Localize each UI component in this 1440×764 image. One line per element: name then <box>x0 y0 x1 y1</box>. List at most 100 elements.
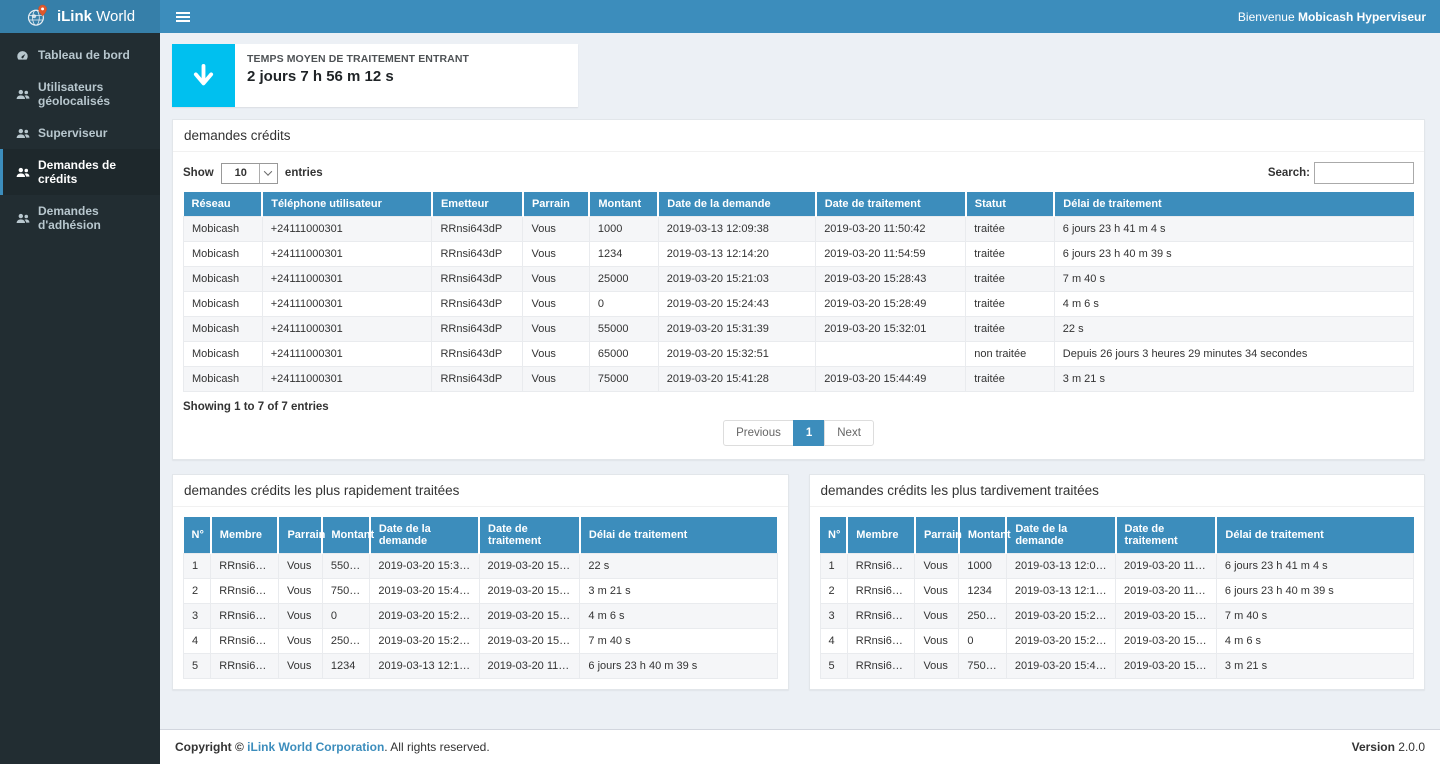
table-cell: RRnsi643dP <box>432 292 523 317</box>
user-welcome[interactable]: Bienvenue Mobicash Hyperviseur <box>1238 10 1426 24</box>
table-cell: 3 <box>184 604 211 629</box>
table-cell: +24111000301 <box>262 367 432 392</box>
column-header[interactable]: N° <box>820 517 847 554</box>
sidebar-item-label: Tableau de bord <box>38 48 130 62</box>
brand-text: iLink World <box>57 8 135 25</box>
table-cell: 75000 <box>589 367 658 392</box>
table-cell: 2019-03-20 15:44:49 <box>816 367 966 392</box>
sidebar: Tableau de bord Utilisateurs géolocalisés… <box>0 33 160 764</box>
column-header[interactable]: Délai de traitement <box>580 517 777 554</box>
credits-table-header-row: RéseauTéléphone utilisateurEmetteurParra… <box>184 192 1414 217</box>
table-cell: 75000 <box>959 654 1006 679</box>
table-row: 3RRnsi643dPVous02019-03-20 15:24:432019-… <box>184 604 778 629</box>
table-cell: Mobicash <box>184 217 263 242</box>
fastest-table-header-row: N°MembreParrainMontantDate de la demande… <box>184 517 778 554</box>
sidebar-item-label: Utilisateurs géolocalisés <box>38 80 150 108</box>
column-header[interactable]: Emetteur <box>432 192 523 217</box>
sidebar-item-utilisateurs-geolocalises[interactable]: Utilisateurs géolocalisés <box>0 71 160 117</box>
table-cell: 0 <box>322 604 369 629</box>
table-cell: 2019-03-20 15:28:49 <box>479 604 580 629</box>
users-icon <box>15 89 30 100</box>
fastest-credits-panel: demandes crédits les plus rapidement tra… <box>172 474 789 690</box>
table-cell: 2 <box>184 579 211 604</box>
table-cell: 2019-03-20 15:28:49 <box>816 292 966 317</box>
table-cell: non traitée <box>966 342 1055 367</box>
table-cell: 22 s <box>580 554 777 579</box>
table-cell: 7 m 40 s <box>1216 604 1413 629</box>
sidebar-item-demandes-de-credits[interactable]: Demandes de crédits <box>0 149 160 195</box>
show-label: Show <box>183 167 214 179</box>
table-cell: RRnsi643dP <box>847 654 915 679</box>
table-cell: 65000 <box>589 342 658 367</box>
table-cell: Vous <box>523 342 589 367</box>
company-link[interactable]: iLink World Corporation <box>247 740 384 754</box>
table-cell: traitée <box>966 267 1055 292</box>
credits-panel-title: demandes crédits <box>173 120 1424 152</box>
column-header[interactable]: Date de traitement <box>479 517 580 554</box>
search-label: Search: <box>1268 167 1310 179</box>
app-logo[interactable]: iLink World <box>0 0 160 33</box>
sidebar-toggle-button[interactable] <box>173 8 193 26</box>
table-cell: Mobicash <box>184 242 263 267</box>
sidebar-item-tableau-de-bord[interactable]: Tableau de bord <box>0 39 160 71</box>
previous-page-button[interactable]: Previous <box>723 420 794 446</box>
table-cell: 2019-03-20 15:41:28 <box>1006 654 1115 679</box>
table-cell: 6 jours 23 h 40 m 39 s <box>1216 579 1413 604</box>
column-header[interactable]: Date de traitement <box>1116 517 1217 554</box>
column-header[interactable]: Date de traitement <box>816 192 966 217</box>
table-cell: RRnsi643dP <box>847 604 915 629</box>
table-cell: 2019-03-20 11:54:59 <box>1116 579 1217 604</box>
column-header[interactable]: Date de la demande <box>370 517 479 554</box>
table-cell: 1000 <box>959 554 1006 579</box>
slowest-credits-panel: demandes crédits les plus tardivement tr… <box>809 474 1426 690</box>
table-cell: RRnsi643dP <box>432 342 523 367</box>
column-header[interactable]: Parrain <box>523 192 589 217</box>
column-header[interactable]: Parrain <box>915 517 959 554</box>
column-header[interactable]: Statut <box>966 192 1055 217</box>
table-cell: Mobicash <box>184 342 263 367</box>
table-row: 2RRnsi643dPVous750002019-03-20 15:41:282… <box>184 579 778 604</box>
column-header[interactable]: Téléphone utilisateur <box>262 192 432 217</box>
page-1-button[interactable]: 1 <box>793 420 825 446</box>
table-cell: Vous <box>278 604 322 629</box>
search-input[interactable] <box>1314 162 1414 184</box>
table-cell: 7 m 40 s <box>1054 267 1413 292</box>
column-header[interactable]: Membre <box>847 517 915 554</box>
column-header[interactable]: Montant <box>959 517 1006 554</box>
column-header[interactable]: Date de la demande <box>1006 517 1115 554</box>
table-cell: 6 jours 23 h 41 m 4 s <box>1054 217 1413 242</box>
table-cell: 6 jours 23 h 40 m 39 s <box>580 654 777 679</box>
sidebar-item-superviseur[interactable]: Superviseur <box>0 117 160 149</box>
page-length-select[interactable]: 10 <box>221 163 278 184</box>
table-cell: 5 <box>184 654 211 679</box>
table-cell: +24111000301 <box>262 292 432 317</box>
search-control: Search: <box>1268 162 1414 184</box>
table-cell: RRnsi643dP <box>847 629 915 654</box>
table-cell: 2019-03-20 15:31:39 <box>370 554 479 579</box>
column-header[interactable]: Montant <box>322 517 369 554</box>
column-header[interactable]: Parrain <box>278 517 322 554</box>
table-cell: Vous <box>523 367 589 392</box>
column-header[interactable]: N° <box>184 517 211 554</box>
column-header[interactable]: Réseau <box>184 192 263 217</box>
column-header[interactable]: Délai de traitement <box>1054 192 1413 217</box>
page-length-value: 10 <box>222 164 259 183</box>
column-header[interactable]: Délai de traitement <box>1216 517 1413 554</box>
table-cell: +24111000301 <box>262 317 432 342</box>
arrow-down-icon <box>172 44 235 107</box>
navbar: Bienvenue Mobicash Hyperviseur <box>160 0 1440 33</box>
page-length-control: Show 10 entries <box>183 163 323 184</box>
next-page-button[interactable]: Next <box>824 420 874 446</box>
table-cell: 3 m 21 s <box>580 579 777 604</box>
table-cell: Vous <box>278 629 322 654</box>
column-header[interactable]: Montant <box>589 192 658 217</box>
sidebar-item-demandes-d-adhesion[interactable]: Demandes d'adhésion <box>0 195 160 241</box>
table-cell: +24111000301 <box>262 217 432 242</box>
table-row: 2RRnsi643dPVous12342019-03-13 12:14:2020… <box>820 579 1414 604</box>
table-cell: 22 s <box>1054 317 1413 342</box>
column-header[interactable]: Date de la demande <box>658 192 815 217</box>
app-window: iLink World Bienvenue Mobicash Hypervise… <box>0 0 1440 764</box>
content-area: TEMPS MOYEN DE TRAITEMENT ENTRANT 2 jour… <box>160 33 1440 729</box>
table-cell: 55000 <box>322 554 369 579</box>
column-header[interactable]: Membre <box>211 517 279 554</box>
